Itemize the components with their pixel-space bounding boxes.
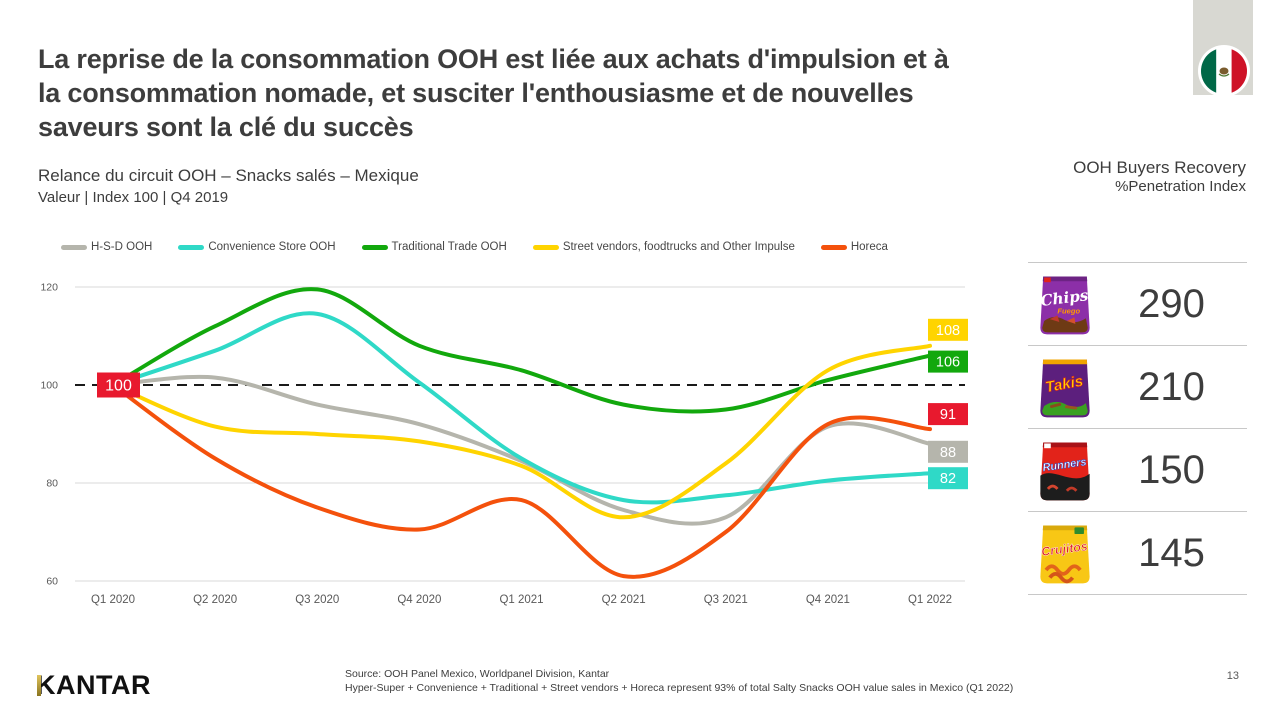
legend-swatch-icon — [178, 244, 205, 250]
legend-label: Convenience Store OOH — [208, 241, 336, 253]
legend-label: Horeca — [850, 241, 888, 253]
end-label-box-4 — [928, 403, 968, 426]
legend-item-0: H-S-D OOH — [61, 241, 152, 253]
end-label-text-1: 82 — [940, 471, 956, 487]
x-tick-label-7: Q4 2021 — [806, 594, 850, 606]
legend-item-3: Street vendors, foodtrucks and Other Imp… — [532, 241, 795, 253]
flag-red-stripe — [1231, 48, 1247, 94]
end-label-text-4: 91 — [940, 407, 956, 423]
legend-label: Traditional Trade OOH — [391, 241, 507, 253]
x-tick-label-5: Q2 2021 — [602, 594, 646, 606]
slide-title: La reprise de la consommation OOH est li… — [38, 42, 1178, 144]
end-label-box-0 — [928, 440, 968, 463]
crujitos-brand-text: Crujitos — [1041, 539, 1089, 559]
slide-subtitle-metric: Valeur | Index 100 | Q4 2019 — [38, 189, 229, 206]
legend-label: Street vendors, foodtrucks and Other Imp… — [562, 241, 795, 253]
kantar-logo: KANTAR — [36, 670, 151, 700]
x-tick-label-6: Q3 2021 — [704, 594, 748, 606]
panel-row-takis: Takis 210 — [1028, 345, 1247, 428]
x-tick-label-0: Q1 2020 — [91, 594, 135, 606]
runners-index-value: 150 — [1138, 447, 1205, 492]
end-label-box-2 — [928, 350, 968, 373]
series-line-4 — [111, 383, 932, 579]
start-label-text: 100 — [105, 378, 132, 395]
kantar-logo-gold-bar — [36, 675, 41, 696]
slide-subtitle: Relance du circuit OOH – Snacks salés – … — [38, 166, 419, 185]
chips-index-value: 290 — [1138, 281, 1205, 326]
series-line-3 — [111, 343, 932, 520]
start-label-box — [97, 372, 140, 398]
series-line-2 — [111, 287, 932, 414]
takis-bag-image: Takis — [1040, 359, 1090, 418]
takis-index-value: 210 — [1138, 364, 1205, 409]
end-label-box-3 — [928, 318, 968, 341]
y-tick-label-60: 60 — [46, 576, 58, 588]
x-tick-label-3: Q4 2020 — [397, 594, 441, 606]
slide-title-line1: La reprise de la consommation OOH est li… — [38, 44, 949, 74]
chips-brand-text: Chips — [1040, 286, 1090, 310]
chart-legend: H-S-D OOH Convenience Store OOH Traditiona… — [61, 241, 888, 253]
y-tick-label-120: 120 — [40, 282, 58, 294]
legend-item-1: Convenience Store OOH — [178, 241, 336, 253]
right-panel-title-line1: OOH Buyers Recovery — [1073, 158, 1246, 177]
source-line2: Hyper-Super + Convenience + Traditional … — [345, 682, 1014, 694]
end-label-text-2: 106 — [936, 355, 960, 371]
x-tick-label-1: Q2 2020 — [193, 594, 237, 606]
slide-title-line3: saveurs sont la clé du succès — [38, 112, 414, 142]
legend-swatch-icon — [61, 244, 87, 250]
series-line-1 — [111, 311, 932, 505]
legend-swatch-icon — [820, 244, 847, 250]
end-label-text-0: 88 — [940, 445, 956, 461]
x-tick-label-4: Q1 2021 — [499, 594, 543, 606]
end-label-text-3: 108 — [936, 323, 960, 339]
page-number: 13 — [1226, 670, 1239, 682]
penetration-index-panel: Chips Fuego 290 Takis 210 — [1028, 262, 1247, 595]
legend-label: H-S-D OOH — [91, 241, 153, 253]
slide-title-line2: la consommation nomade, et susciter l'en… — [38, 78, 914, 108]
crujitos-bag-image: Crujitos — [1040, 525, 1090, 584]
right-panel-title-line2: %Penetration Index — [1115, 178, 1246, 195]
legend-item-4: Horeca — [820, 241, 888, 253]
legend-swatch-icon — [361, 244, 388, 250]
end-label-box-1 — [928, 467, 968, 490]
source-line1: Source: OOH Panel Mexico, Worldpanel Div… — [345, 668, 610, 680]
crujitos-index-value: 145 — [1138, 530, 1205, 575]
panel-row-crujitos: Crujitos 145 — [1028, 511, 1247, 595]
source-note: Source: OOH Panel Mexico, Worldpanel Div… — [345, 667, 1013, 695]
right-panel-title: OOH Buyers Recovery %Penetration Index — [1073, 158, 1246, 195]
chips-variant-text: Fuego — [1057, 306, 1080, 315]
legend-item-2: Traditional Trade OOH — [361, 241, 507, 253]
chips-bag-image: Chips Fuego — [1040, 276, 1090, 335]
flag-green-stripe — [1201, 48, 1217, 94]
x-tick-label-8: Q1 2022 — [908, 594, 952, 606]
runners-bag-image: Runners — [1040, 442, 1090, 501]
x-tick-label-2: Q3 2020 — [295, 594, 339, 606]
mexico-flag-icon — [1198, 45, 1250, 97]
legend-swatch-icon — [532, 244, 559, 250]
flag-eagle-emblem — [1219, 67, 1229, 75]
kantar-logo-text: KANTAR — [36, 670, 151, 700]
y-tick-label-80: 80 — [46, 478, 58, 490]
y-tick-label-100: 100 — [40, 380, 58, 392]
panel-row-runners: Runners 150 — [1028, 428, 1247, 511]
panel-row-chips: Chips Fuego 290 — [1028, 262, 1247, 345]
